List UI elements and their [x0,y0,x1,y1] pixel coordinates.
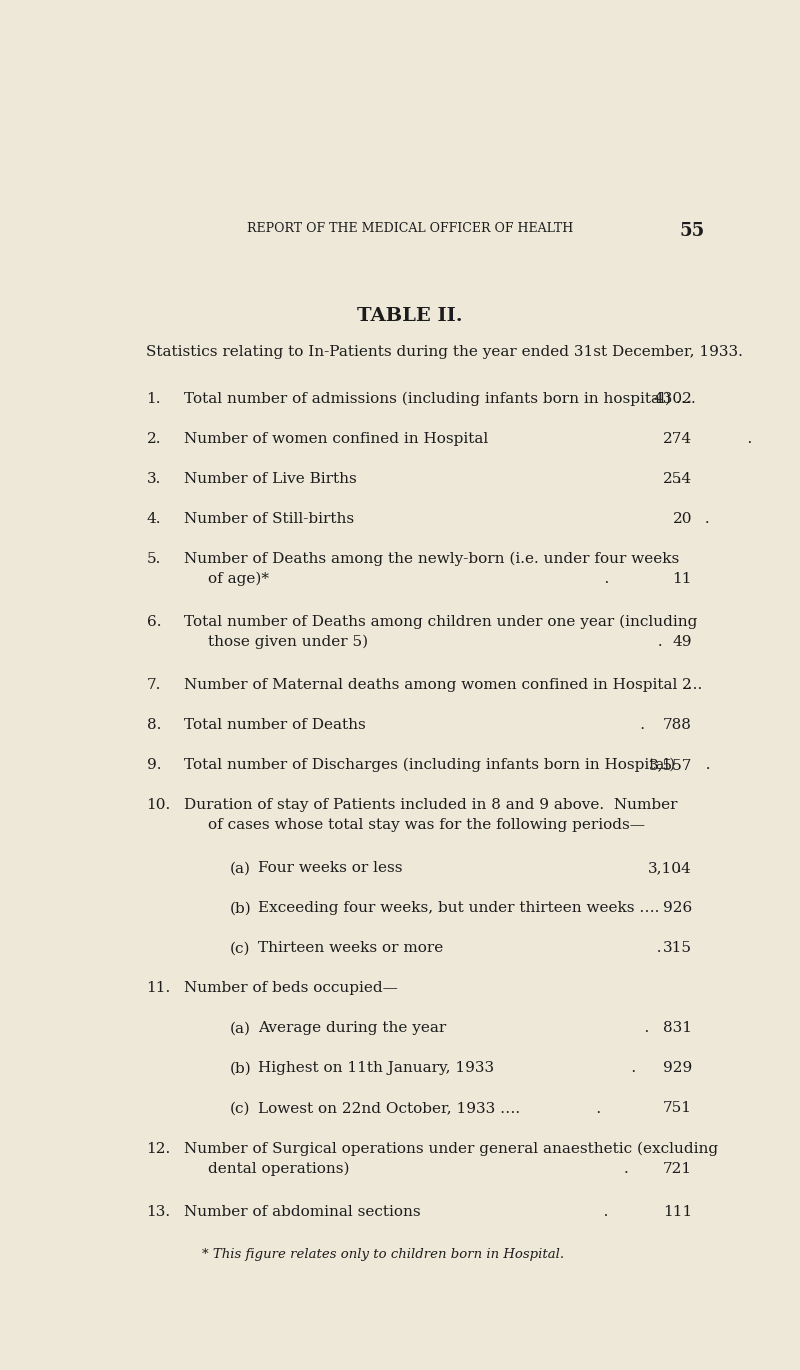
Text: 12.: 12. [146,1141,170,1155]
Text: Total number of admissions (including infants born in hospital) ….: Total number of admissions (including in… [184,392,695,406]
Text: 111: 111 [663,1204,692,1219]
Text: Thirteen weeks or more              .: Thirteen weeks or more . [258,941,662,955]
Text: 7.: 7. [146,678,161,692]
Text: 721: 721 [663,1162,692,1175]
Text: Number of Live Births                     .: Number of Live Births . [184,471,682,485]
Text: 751: 751 [663,1101,692,1115]
Text: 3,557: 3,557 [649,758,692,773]
Text: Number of Still-births                       .: Number of Still-births . [184,511,710,526]
Text: 929: 929 [663,1062,692,1075]
Text: (a): (a) [230,862,251,875]
Text: dental operations)                  .: dental operations) . [209,1162,630,1175]
Text: Average during the year             .: Average during the year . [258,1022,650,1036]
Text: 9.: 9. [146,758,161,773]
Text: (c): (c) [230,1101,250,1115]
Text: (b): (b) [230,901,252,915]
Text: 926: 926 [663,901,692,915]
Text: (b): (b) [230,1062,252,1075]
Text: Exceeding four weeks, but under thirteen weeks ….: Exceeding four weeks, but under thirteen… [258,901,659,915]
Text: 4.: 4. [146,511,161,526]
Text: 1.: 1. [146,392,161,406]
Text: 8.: 8. [146,718,161,732]
Text: 3,104: 3,104 [648,862,692,875]
Text: 2.: 2. [146,432,161,445]
Text: Lowest on 22nd October, 1933 ….     .: Lowest on 22nd October, 1933 …. . [258,1101,602,1115]
Text: 254: 254 [663,471,692,485]
Text: 49: 49 [673,634,692,649]
Text: those given under 5)                   .: those given under 5) . [209,634,663,649]
Text: 831: 831 [663,1022,692,1036]
Text: 20: 20 [673,511,692,526]
Text: 13.: 13. [146,1204,170,1219]
Text: 6.: 6. [146,615,161,629]
Text: of cases whose total stay was for the following periods—: of cases whose total stay was for the fo… [209,818,646,832]
Text: Total number of Deaths                  .: Total number of Deaths . [184,718,645,732]
Text: Number of Maternal deaths among women confined in Hospital ….: Number of Maternal deaths among women co… [184,678,702,692]
Text: 11: 11 [673,571,692,586]
Text: Number of beds occupied—: Number of beds occupied— [184,981,398,996]
Text: TABLE II.: TABLE II. [357,307,463,325]
Text: 315: 315 [663,941,692,955]
Text: 5.: 5. [146,552,161,566]
Text: Number of women confined in Hospital                 .: Number of women confined in Hospital . [184,432,752,445]
Text: 274: 274 [663,432,692,445]
Text: Number of abdominal sections            .: Number of abdominal sections . [184,1204,608,1219]
Text: (a): (a) [230,1022,251,1036]
Text: Total number of Deaths among children under one year (including: Total number of Deaths among children un… [184,615,697,629]
Text: 10.: 10. [146,799,170,812]
Text: 3.: 3. [146,471,161,485]
Text: Highest on 11th January, 1933         .: Highest on 11th January, 1933 . [258,1062,636,1075]
Text: 4302: 4302 [654,392,692,406]
Text: REPORT OF THE MEDICAL OFFICER OF HEALTH: REPORT OF THE MEDICAL OFFICER OF HEALTH [247,222,573,236]
Text: Number of Deaths among the newly-born (i.e. under four weeks: Number of Deaths among the newly-born (i… [184,552,679,566]
Text: of age)*                      .: of age)* . [209,571,610,586]
Text: Four weeks or less                  .: Four weeks or less . [258,862,682,875]
Text: 788: 788 [663,718,692,732]
Text: * This figure relates only to children born in Hospital.: * This figure relates only to children b… [202,1248,565,1260]
Text: Total number of Discharges (including infants born in Hospital)  .: Total number of Discharges (including in… [184,758,710,773]
Text: 55: 55 [679,222,705,240]
Text: (c): (c) [230,941,250,955]
Text: 11.: 11. [146,981,170,996]
Text: Number of Surgical operations under general anaesthetic (excluding: Number of Surgical operations under gene… [184,1141,718,1156]
Text: Duration of stay of Patients included in 8 and 9 above.  Number: Duration of stay of Patients included in… [184,799,677,812]
Text: 2: 2 [682,678,692,692]
Text: Statistics relating to In-Patients during the year ended 31st December, 1933.: Statistics relating to In-Patients durin… [146,345,743,359]
